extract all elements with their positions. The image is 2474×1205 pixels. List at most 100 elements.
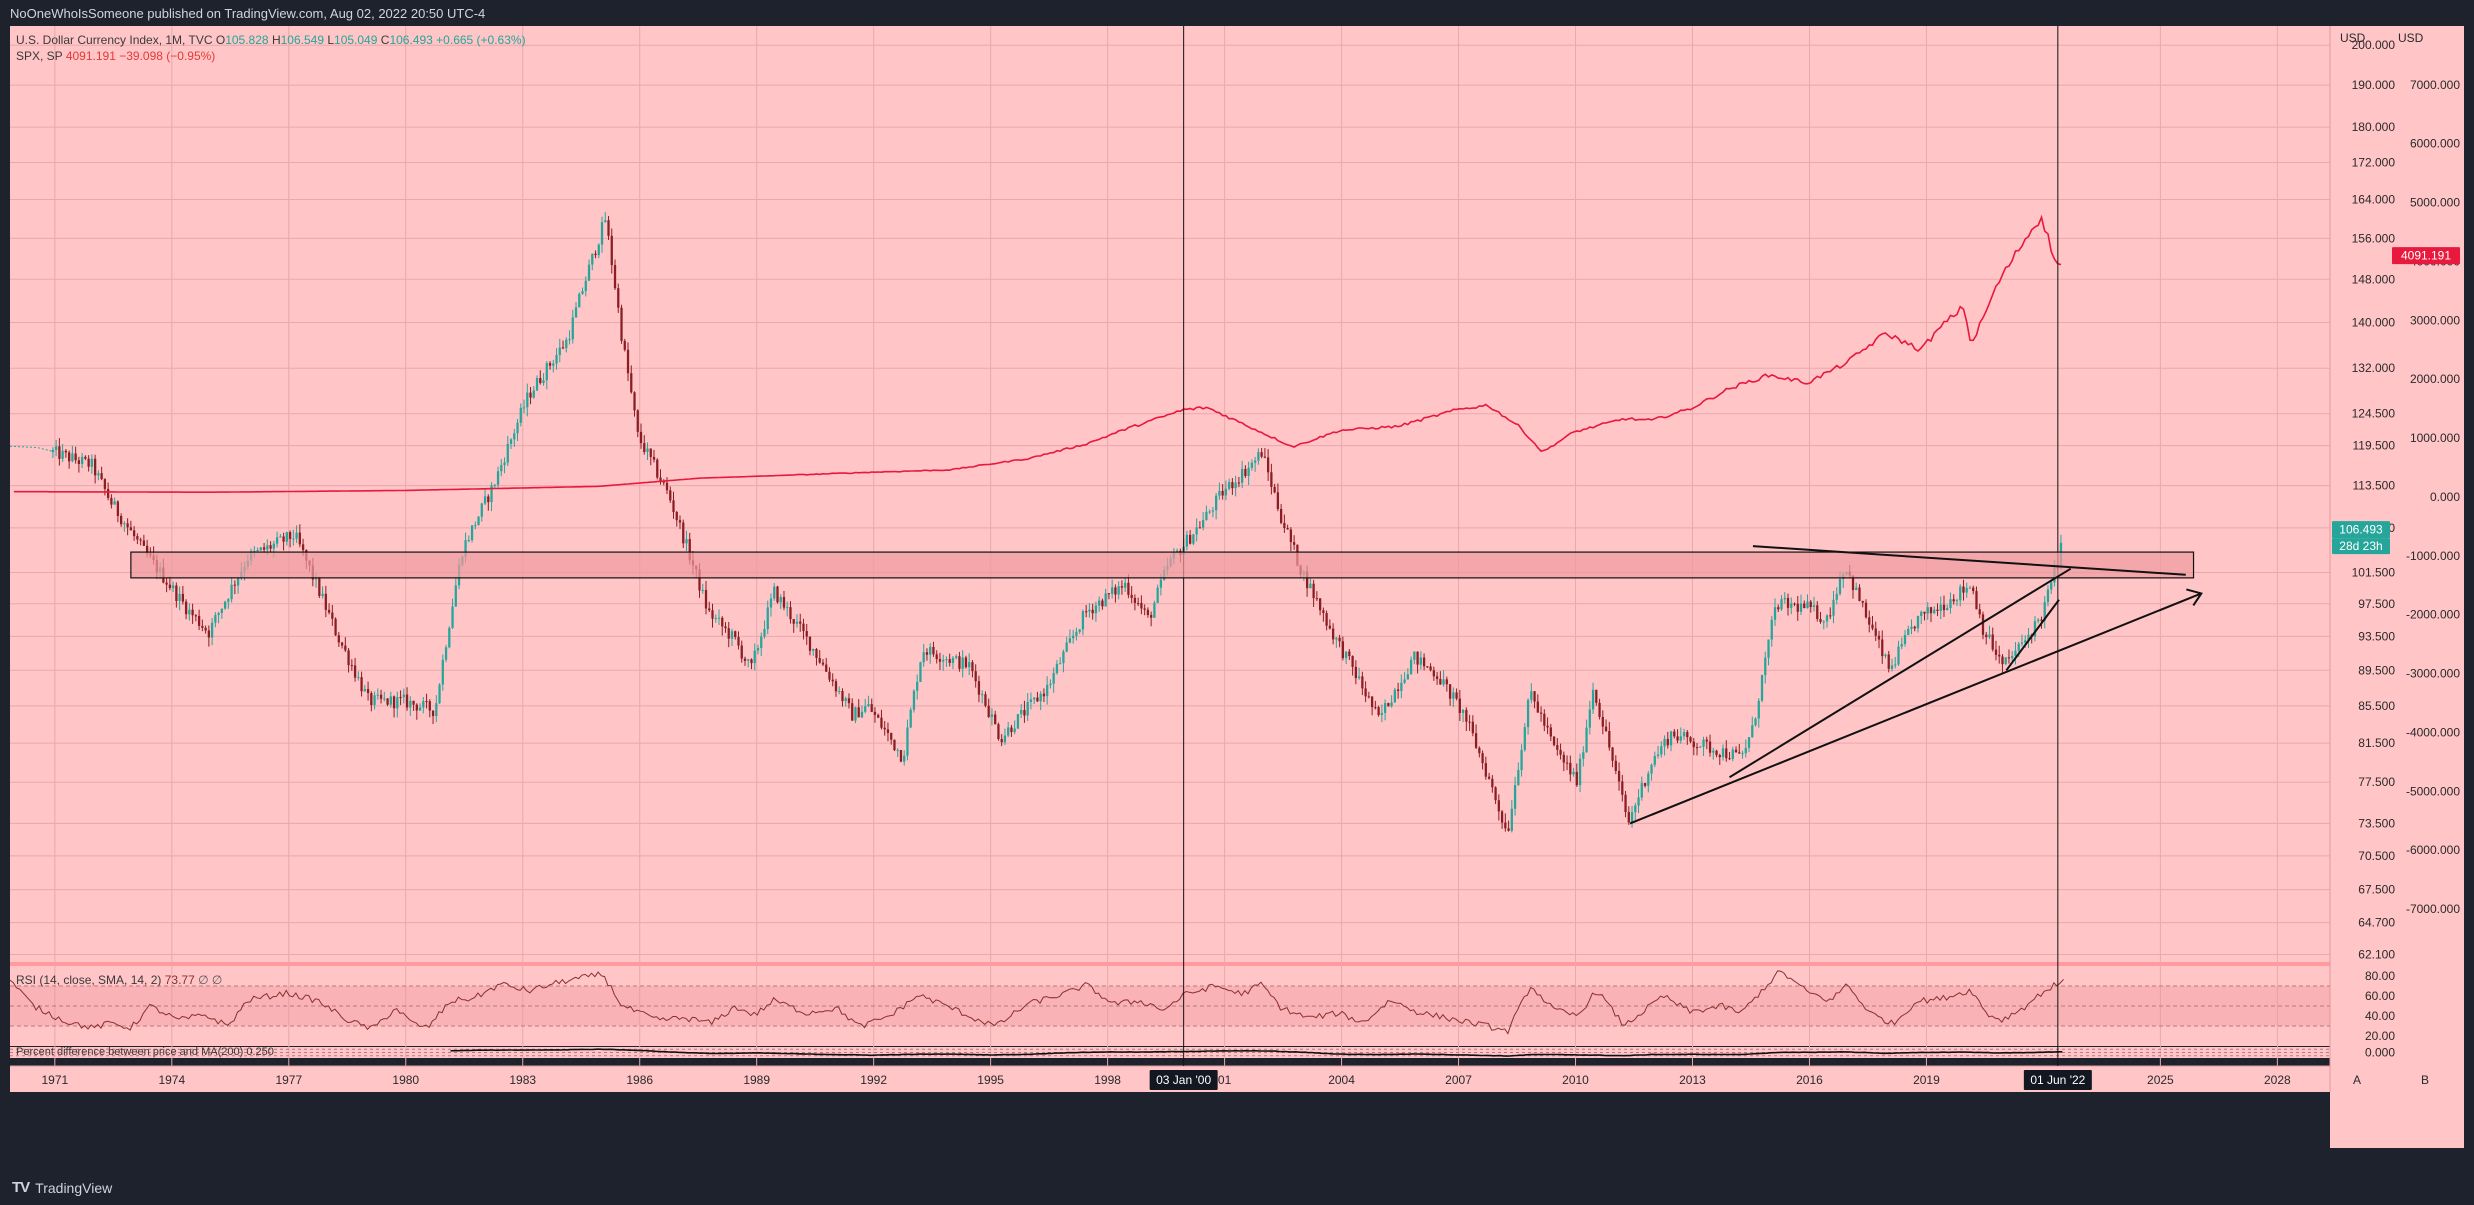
candle-body (1400, 682, 1403, 691)
candle-body (431, 710, 435, 717)
candle-body (747, 659, 750, 661)
candle-body (851, 703, 854, 721)
legend-rsi: RSI (14, close, SMA, 14, 2) 73.77 ∅ ∅ (16, 972, 222, 988)
candle-body (743, 658, 747, 661)
candle-body (90, 458, 94, 467)
candle-body (909, 709, 912, 728)
candle-body (1393, 689, 1396, 703)
chart-canvas[interactable]: 200.000 190.000 180.000 172.000 164.000 156.0… (10, 26, 2464, 1168)
candle-body (262, 547, 266, 550)
candle-body (981, 694, 984, 696)
dxy-early-line (10, 445, 54, 452)
trendline-arrowhead[interactable] (2186, 588, 2203, 607)
trendline-short[interactable] (2005, 599, 2060, 671)
candle-body (1754, 718, 1757, 726)
candle-body (847, 698, 851, 704)
candle-body (2014, 650, 2017, 656)
candle-body (1816, 605, 1819, 619)
candle-body (509, 439, 513, 444)
candle-body (1263, 456, 1267, 458)
candle-body (1218, 490, 1221, 496)
candle-body (646, 448, 649, 452)
candle-body (734, 631, 737, 638)
candle-body (1985, 634, 1988, 638)
candle-body (1406, 674, 1409, 680)
candle-body (480, 503, 483, 517)
candle-body (344, 645, 347, 651)
tradingview-logo[interactable]: TV TradingView (12, 1179, 112, 1196)
candle-body (1851, 575, 1855, 591)
candle-body (327, 609, 331, 613)
spx-tick-label: -1000.000 (2406, 549, 2460, 563)
candle-body (298, 532, 301, 545)
trendline-long[interactable] (1629, 592, 2202, 825)
candle-body (425, 701, 428, 703)
candle-body (405, 694, 409, 708)
candle-body (1445, 679, 1448, 685)
candle-body (1367, 696, 1370, 698)
candle-body (1341, 641, 1344, 659)
candle-body (1627, 812, 1630, 823)
candle-body (565, 339, 568, 349)
candle-body (1689, 737, 1692, 742)
candle-body (1559, 749, 1562, 755)
candle-body (753, 650, 756, 664)
drawings[interactable] (130, 26, 2203, 1066)
candle-body (925, 652, 929, 655)
scale-button-a[interactable]: A (2353, 1073, 2361, 1087)
candle-body (1075, 631, 1078, 636)
candle-body (1221, 490, 1224, 496)
candle-body (58, 446, 61, 459)
candle-body (110, 497, 113, 505)
candle-body (233, 584, 236, 586)
candle-body (1189, 534, 1192, 544)
candle-body (1033, 697, 1036, 700)
scale-button-b[interactable]: B (2421, 1073, 2429, 1087)
candle-body (633, 392, 636, 411)
candle-body (2004, 657, 2007, 665)
candle-body (552, 363, 555, 366)
candle-body (877, 714, 880, 718)
legend-rsi-extra: ∅ ∅ (198, 973, 223, 987)
candle-body (1237, 482, 1241, 484)
candle-body (1913, 626, 1916, 629)
candle-body (496, 471, 500, 485)
legend-o-label: O (215, 33, 226, 47)
candle-body (1078, 629, 1081, 632)
trendline-top[interactable] (1752, 545, 2186, 576)
candle-body (441, 659, 444, 685)
price-axis-bg[interactable] (2330, 26, 2464, 1148)
candle-body (1374, 707, 1377, 709)
x-tick-label: 2013 (1679, 1073, 1706, 1087)
dxy-tick-label: 85.500 (2358, 699, 2395, 713)
candle-body (1734, 749, 1738, 753)
candle-body (1760, 675, 1764, 701)
candle-body (890, 732, 893, 740)
candle-body (223, 601, 227, 609)
candle-body (126, 523, 129, 528)
x-tick-label: 1989 (743, 1073, 770, 1087)
candle-body (1387, 703, 1390, 707)
main-pane[interactable] (10, 26, 2450, 966)
candle-body (266, 545, 269, 550)
candle-body (854, 707, 857, 721)
candle-body (1705, 739, 1708, 742)
legend-pct-value: 0.250 (246, 1046, 274, 1058)
candle-body (1484, 763, 1487, 777)
x-tick-label: 1980 (392, 1073, 419, 1087)
candle-body (415, 704, 418, 711)
candle-body (220, 608, 223, 614)
candle-body (2046, 589, 2050, 603)
candle-body (1085, 611, 1088, 613)
dxy-tick-label: 119.500 (2353, 439, 2396, 453)
candle-body (698, 569, 701, 591)
candle-body (1253, 460, 1257, 463)
candle-body (818, 657, 821, 663)
candle-body (1023, 710, 1026, 716)
trendline-mid[interactable] (1729, 567, 2072, 779)
support-zone-rect[interactable] (130, 551, 2195, 579)
candle-body (493, 484, 496, 486)
candle-body (1900, 644, 1903, 647)
candle-body (1010, 727, 1013, 733)
candle-body (522, 407, 526, 409)
